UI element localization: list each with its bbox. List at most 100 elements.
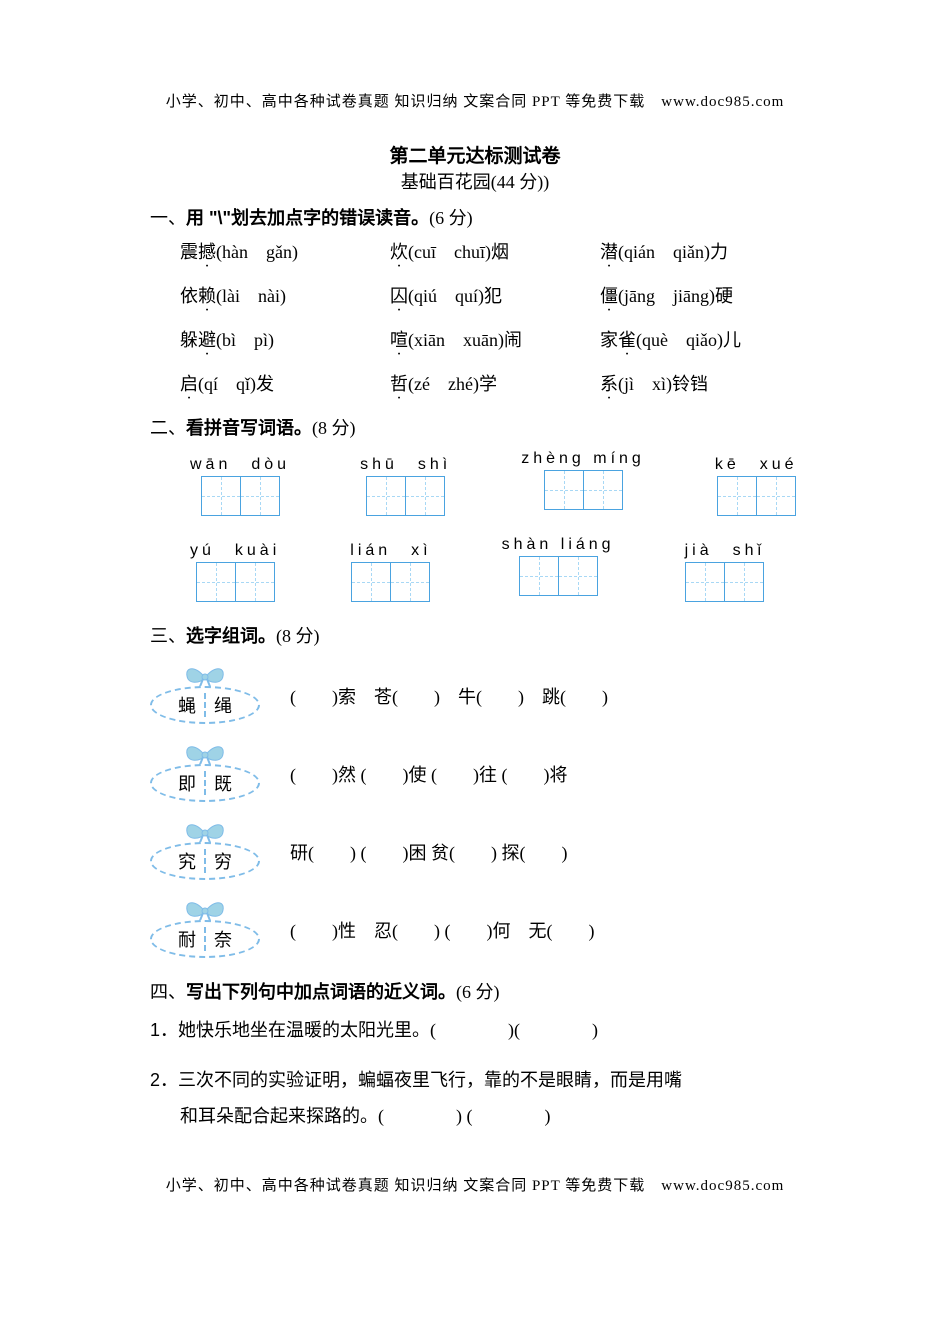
- sec4-q1-num: 1．: [150, 1020, 178, 1040]
- grid-box[interactable]: [351, 562, 430, 602]
- bow-line: 耐奈( )性 忍( ) ( )何 无( ): [150, 900, 800, 960]
- q2-d1: 证: [304, 1070, 322, 1090]
- q1-d2: 乐: [214, 1020, 232, 1040]
- q1-cell: 潜(qián qiǎn)力: [600, 238, 770, 264]
- grid-cell[interactable]: [196, 562, 236, 602]
- sec1-points: (6 分): [429, 208, 473, 228]
- q1-cell: 喧(xiān xuān)闹: [390, 326, 560, 352]
- badge-divider: [204, 927, 206, 951]
- q1-cell: 僵(jāng jiāng)硬: [600, 282, 770, 308]
- sec4-prefix: 四、: [150, 982, 186, 1002]
- bow-line: 究穷 研( ) ( )困 贫( ) 探( ): [150, 822, 800, 882]
- q2-d4: 合: [252, 1106, 270, 1126]
- char-b: 既: [214, 770, 232, 796]
- grid-cell[interactable]: [717, 476, 757, 516]
- grid-box[interactable]: [196, 562, 275, 602]
- q1-cell: 哲(zé zhé)学: [390, 370, 560, 396]
- section-2-heading: 二、看拼音写词语。(8 分): [150, 414, 800, 440]
- char-b: 绳: [214, 692, 232, 718]
- q1-cell: 躲避(bì pì): [180, 326, 350, 352]
- grid-cell[interactable]: [405, 476, 445, 516]
- pinyin-block: zhèng míng: [521, 450, 645, 516]
- grid-cell[interactable]: [366, 476, 406, 516]
- pinyin-label: shū shì: [360, 450, 451, 474]
- sec2-prefix: 二、: [150, 418, 186, 438]
- grid-cell[interactable]: [240, 476, 280, 516]
- badge-divider: [204, 693, 206, 717]
- grid-box[interactable]: [201, 476, 280, 516]
- q1-d3: 温: [286, 1020, 304, 1040]
- q1-cell: 系(jì xì)铃铛: [600, 370, 770, 396]
- bow-badge: 耐奈: [150, 900, 260, 960]
- sec4-q1: 1．她快乐地坐在温暖的太阳光里。( )( ): [150, 1012, 800, 1048]
- badge-oval: 即既: [150, 764, 260, 802]
- pinyin-block: yú kuài: [190, 536, 280, 602]
- section-1-body: 震撼(hàn gǎn) 炊(cuī chuī)烟 潜(qián qiǎn)力依赖(l…: [150, 238, 800, 396]
- grid-cell[interactable]: [756, 476, 796, 516]
- grid-cell[interactable]: [235, 562, 275, 602]
- bow-line: 蝇绳 ( )索 苍( ) 牛( ) 跳( ): [150, 666, 800, 726]
- q1-d1: 快: [196, 1020, 214, 1040]
- q2-d3: 配: [234, 1106, 252, 1126]
- sec3-prefix: 三、: [150, 626, 186, 646]
- q1-cell: 囚(qiú quí)犯: [390, 282, 560, 308]
- badge-oval: 究穷: [150, 842, 260, 880]
- grid-cell[interactable]: [558, 556, 598, 596]
- char-a: 即: [178, 770, 196, 796]
- fill-text: 研( ) ( )困 贫( ) 探( ): [290, 839, 567, 865]
- sec1-prefix: 一、: [150, 208, 186, 228]
- pinyin-block: wān dòu: [190, 450, 290, 516]
- fill-text: ( )索 苍( ) 牛( ) 跳( ): [290, 683, 608, 709]
- pinyin-label: wān dòu: [190, 450, 290, 474]
- grid-box[interactable]: [717, 476, 796, 516]
- q1-t1: 她: [178, 1020, 196, 1040]
- sec3-points: (8 分): [276, 626, 320, 646]
- sec4-bold: 写出下列句中加点词语的近义词。: [186, 982, 456, 1002]
- pinyin-block: lián xì: [350, 536, 431, 602]
- pinyin-block: jià shǐ: [685, 536, 765, 602]
- grid-cell[interactable]: [583, 470, 623, 510]
- q2-t2: ，蝙蝠夜里飞行，靠的不是眼睛，而是用嘴: [340, 1070, 682, 1090]
- grid-cell[interactable]: [201, 476, 241, 516]
- grid-cell[interactable]: [519, 556, 559, 596]
- section-1-heading: 一、用 "\"划去加点字的错误读音。(6 分): [150, 204, 800, 230]
- section-3-heading: 三、选字组词。(8 分): [150, 622, 800, 648]
- pinyin-label: lián xì: [350, 536, 431, 560]
- grid-cell[interactable]: [685, 562, 725, 602]
- sec4-points: (6 分): [456, 982, 500, 1002]
- section-4-heading: 四、写出下列句中加点词语的近义词。(6 分): [150, 978, 800, 1004]
- grid-box[interactable]: [366, 476, 445, 516]
- exam-subtitle: 基础百花园(44 分)): [150, 168, 800, 194]
- grid-box[interactable]: [685, 562, 764, 602]
- q1-cell: 震撼(hàn gǎn): [180, 238, 350, 264]
- fill-text: ( )然 ( )使 ( )往 ( )将: [290, 761, 567, 787]
- sec1-bold: 用 "\"划去加点字的错误读音。: [186, 208, 429, 228]
- pinyin-row: wān dòu shū shì zhèng míng kē xué: [190, 450, 800, 516]
- pinyin-block: shū shì: [360, 450, 451, 516]
- section-3-body: 蝇绳 ( )索 苍( ) 牛( ) 跳( ) 即既 ( )然 ( )使 ( )往 (…: [150, 666, 800, 960]
- grid-box[interactable]: [519, 556, 598, 596]
- pinyin-label: zhèng míng: [521, 450, 645, 468]
- grid-cell[interactable]: [390, 562, 430, 602]
- grid-cell[interactable]: [544, 470, 584, 510]
- pinyin-label: kē xué: [715, 450, 798, 474]
- q1-row: 躲避(bì pì)喧(xiān xuān)闹家雀(què qiǎo)儿: [180, 326, 800, 352]
- grid-cell[interactable]: [724, 562, 764, 602]
- pinyin-block: kē xué: [715, 450, 798, 516]
- q2-t3: 和耳朵: [180, 1106, 234, 1126]
- bow-badge: 蝇绳: [150, 666, 260, 726]
- pinyin-block: shàn liáng: [502, 536, 615, 602]
- badge-oval: 耐奈: [150, 920, 260, 958]
- bow-badge: 即既: [150, 744, 260, 804]
- badge-oval: 蝇绳: [150, 686, 260, 724]
- section-2-body: wān dòu shū shì zhèng míng kē xué yú kuài liá…: [150, 450, 800, 602]
- q1-t2: 地坐在: [232, 1020, 286, 1040]
- pinyin-label: shàn liáng: [502, 536, 615, 554]
- sec2-points: (8 分): [312, 418, 356, 438]
- bow-line: 即既 ( )然 ( )使 ( )往 ( )将: [150, 744, 800, 804]
- q1-cell: 炊(cuī chuī)烟: [390, 238, 560, 264]
- sec3-bold: 选字组词。: [186, 626, 276, 646]
- grid-box[interactable]: [544, 470, 623, 510]
- grid-cell[interactable]: [351, 562, 391, 602]
- q1-cell: 依赖(lài nài): [180, 282, 350, 308]
